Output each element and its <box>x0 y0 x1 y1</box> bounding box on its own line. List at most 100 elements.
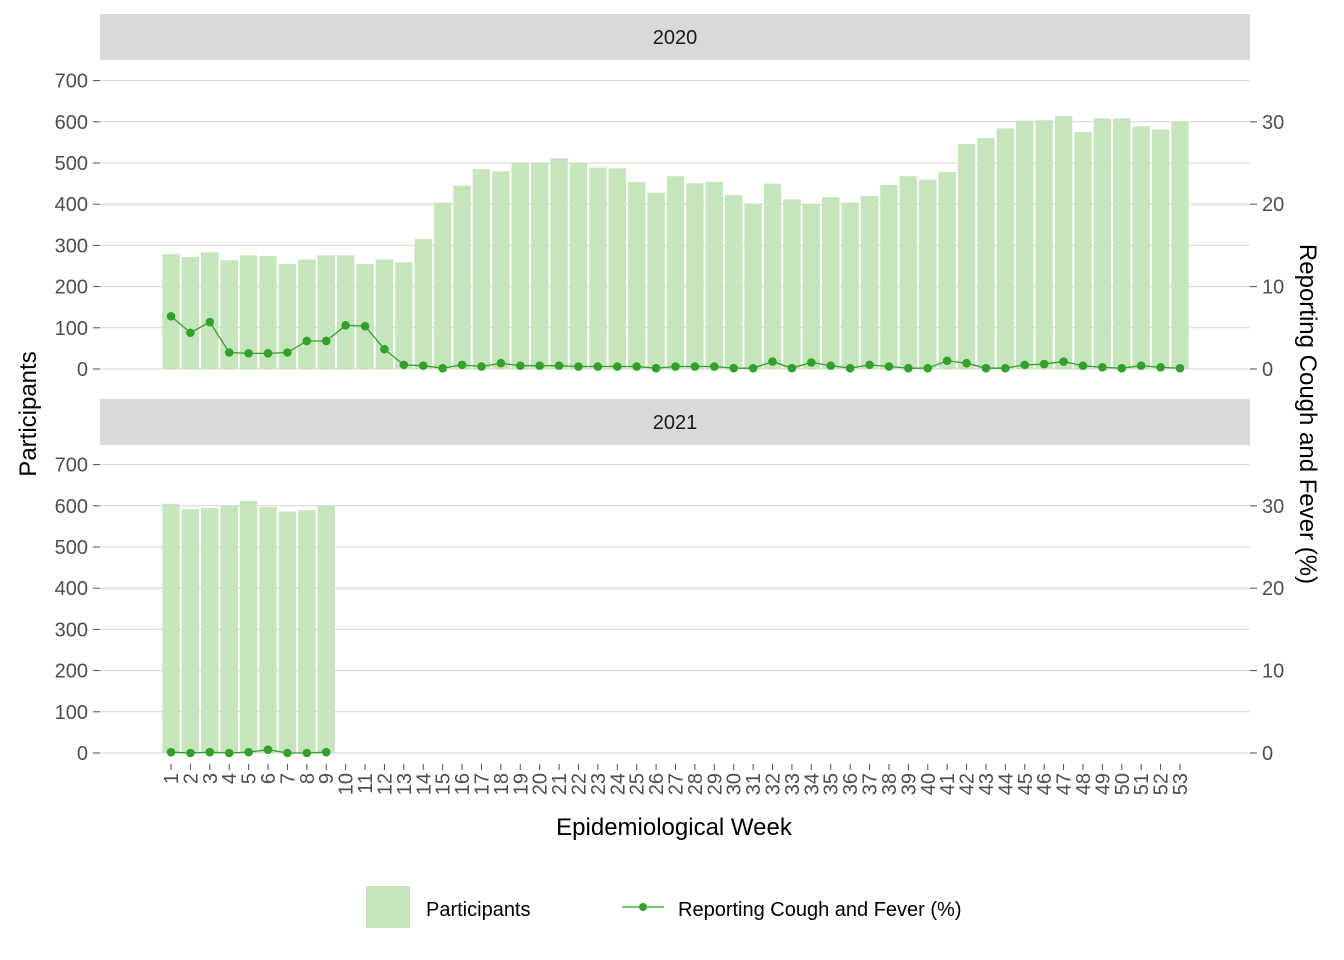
bar-participants <box>919 179 937 369</box>
bar-participants <box>1132 126 1150 369</box>
cough-fever-point <box>787 363 797 373</box>
x-tick-label: 39 <box>898 773 920 795</box>
bar-participants <box>899 176 918 369</box>
bar-participants <box>278 511 297 753</box>
cough-fever-point <box>671 362 680 371</box>
y-tick-label: 300 <box>55 619 88 641</box>
y-tick-label: 0 <box>77 743 88 765</box>
y-right-tick-label: 10 <box>1262 277 1284 299</box>
cough-fever-point <box>1117 363 1127 373</box>
bar-participants <box>492 171 510 369</box>
x-tick-label: 28 <box>685 773 707 795</box>
cough-fever-point <box>186 748 195 758</box>
bar-participants <box>317 505 335 753</box>
cough-fever-point <box>981 363 991 373</box>
x-tick-label: 48 <box>1073 773 1095 795</box>
chart-panels: 2020010020030040050060070001020302021010… <box>55 14 1284 765</box>
cough-fever-point <box>1020 360 1030 370</box>
x-tick-label: 16 <box>452 773 474 795</box>
y-tick-label: 200 <box>55 277 88 299</box>
bar-participants <box>996 128 1015 369</box>
x-tick-label: 14 <box>413 773 435 795</box>
cough-fever-point <box>729 363 739 373</box>
x-tick-label: 33 <box>782 773 804 795</box>
x-tick-label: 18 <box>491 773 513 795</box>
bar-participants <box>724 195 743 369</box>
bar-participants <box>627 181 646 369</box>
y-right-tick-label: 20 <box>1262 578 1284 600</box>
cough-fever-point <box>807 358 816 367</box>
cough-fever-point <box>884 362 894 371</box>
x-tick-label: 41 <box>937 773 959 795</box>
bar-participants <box>181 509 200 753</box>
x-tick-label: 1 <box>161 773 183 784</box>
cough-fever-point <box>1039 359 1049 369</box>
bar-participants <box>220 260 238 369</box>
x-tick-label: 51 <box>1131 773 1153 795</box>
y-tick-label: 500 <box>55 537 88 559</box>
legend-key-participants <box>366 886 410 928</box>
bar-participants <box>763 183 782 369</box>
cough-fever-point <box>496 358 506 368</box>
x-tick-label: 47 <box>1054 773 1076 795</box>
cough-fever-point <box>186 328 195 338</box>
y-axis-title: Participants <box>15 351 42 476</box>
cough-fever-point <box>438 363 447 373</box>
y-tick-label: 700 <box>55 455 88 477</box>
x-tick-label: 52 <box>1151 773 1173 795</box>
cough-fever-point <box>748 363 758 373</box>
x-tick-label: 34 <box>801 773 823 795</box>
bar-participants <box>938 172 956 369</box>
bar-participants <box>550 158 568 369</box>
x-tick-label: 40 <box>918 773 940 795</box>
bar-participants <box>841 202 859 369</box>
x-tick-label: 32 <box>763 773 785 795</box>
cough-fever-point <box>515 361 525 371</box>
bar-participants <box>201 252 219 369</box>
x-tick-label: 30 <box>724 773 746 795</box>
x-tick-label: 35 <box>821 773 843 795</box>
x-tick-label: 24 <box>607 773 629 795</box>
cough-fever-point <box>477 362 486 371</box>
cough-fever-point <box>399 360 409 370</box>
x-tick-label: 9 <box>316 773 338 784</box>
bar-participants <box>220 505 238 753</box>
bar-participants <box>453 185 471 369</box>
x-tick-label: 25 <box>627 773 649 795</box>
x-tick-label: 5 <box>239 773 261 784</box>
y-right-tick-label: 30 <box>1262 496 1284 518</box>
x-tick-label: 46 <box>1034 773 1056 795</box>
cough-fever-point <box>205 747 215 757</box>
bar-participants <box>802 203 821 369</box>
cough-fever-point <box>418 361 428 371</box>
x-tick-label: 2 <box>180 773 202 784</box>
bar-participants <box>278 263 297 369</box>
bar-participants <box>181 256 200 369</box>
x-axis-title: Epidemiological Week <box>556 814 793 841</box>
cough-fever-point <box>962 358 971 368</box>
bar-participants <box>472 169 491 369</box>
bar-participants <box>298 259 316 369</box>
bar-participants <box>259 507 277 753</box>
x-tick-label: 13 <box>394 773 416 795</box>
bar-participants <box>705 181 724 369</box>
legend: Participants Reporting Cough and Fever (… <box>366 886 961 928</box>
facet-label: 2021 <box>653 412 698 434</box>
y-right-tick-label: 10 <box>1262 661 1284 683</box>
bar-participants <box>1151 129 1170 369</box>
cough-fever-point <box>1078 361 1088 371</box>
cough-fever-point <box>690 362 700 371</box>
cough-fever-point <box>205 317 215 327</box>
bar-participants <box>860 195 879 369</box>
x-tick-label: 36 <box>840 773 862 795</box>
bar-participants <box>259 256 277 369</box>
bar-participants <box>162 254 180 369</box>
x-tick-label: 44 <box>995 773 1017 795</box>
bar-participants <box>336 255 355 369</box>
cough-fever-point <box>360 321 370 331</box>
bar-participants <box>356 263 374 369</box>
cough-fever-point <box>302 336 312 346</box>
cough-fever-point <box>768 357 777 366</box>
bar-participants <box>1035 120 1053 369</box>
